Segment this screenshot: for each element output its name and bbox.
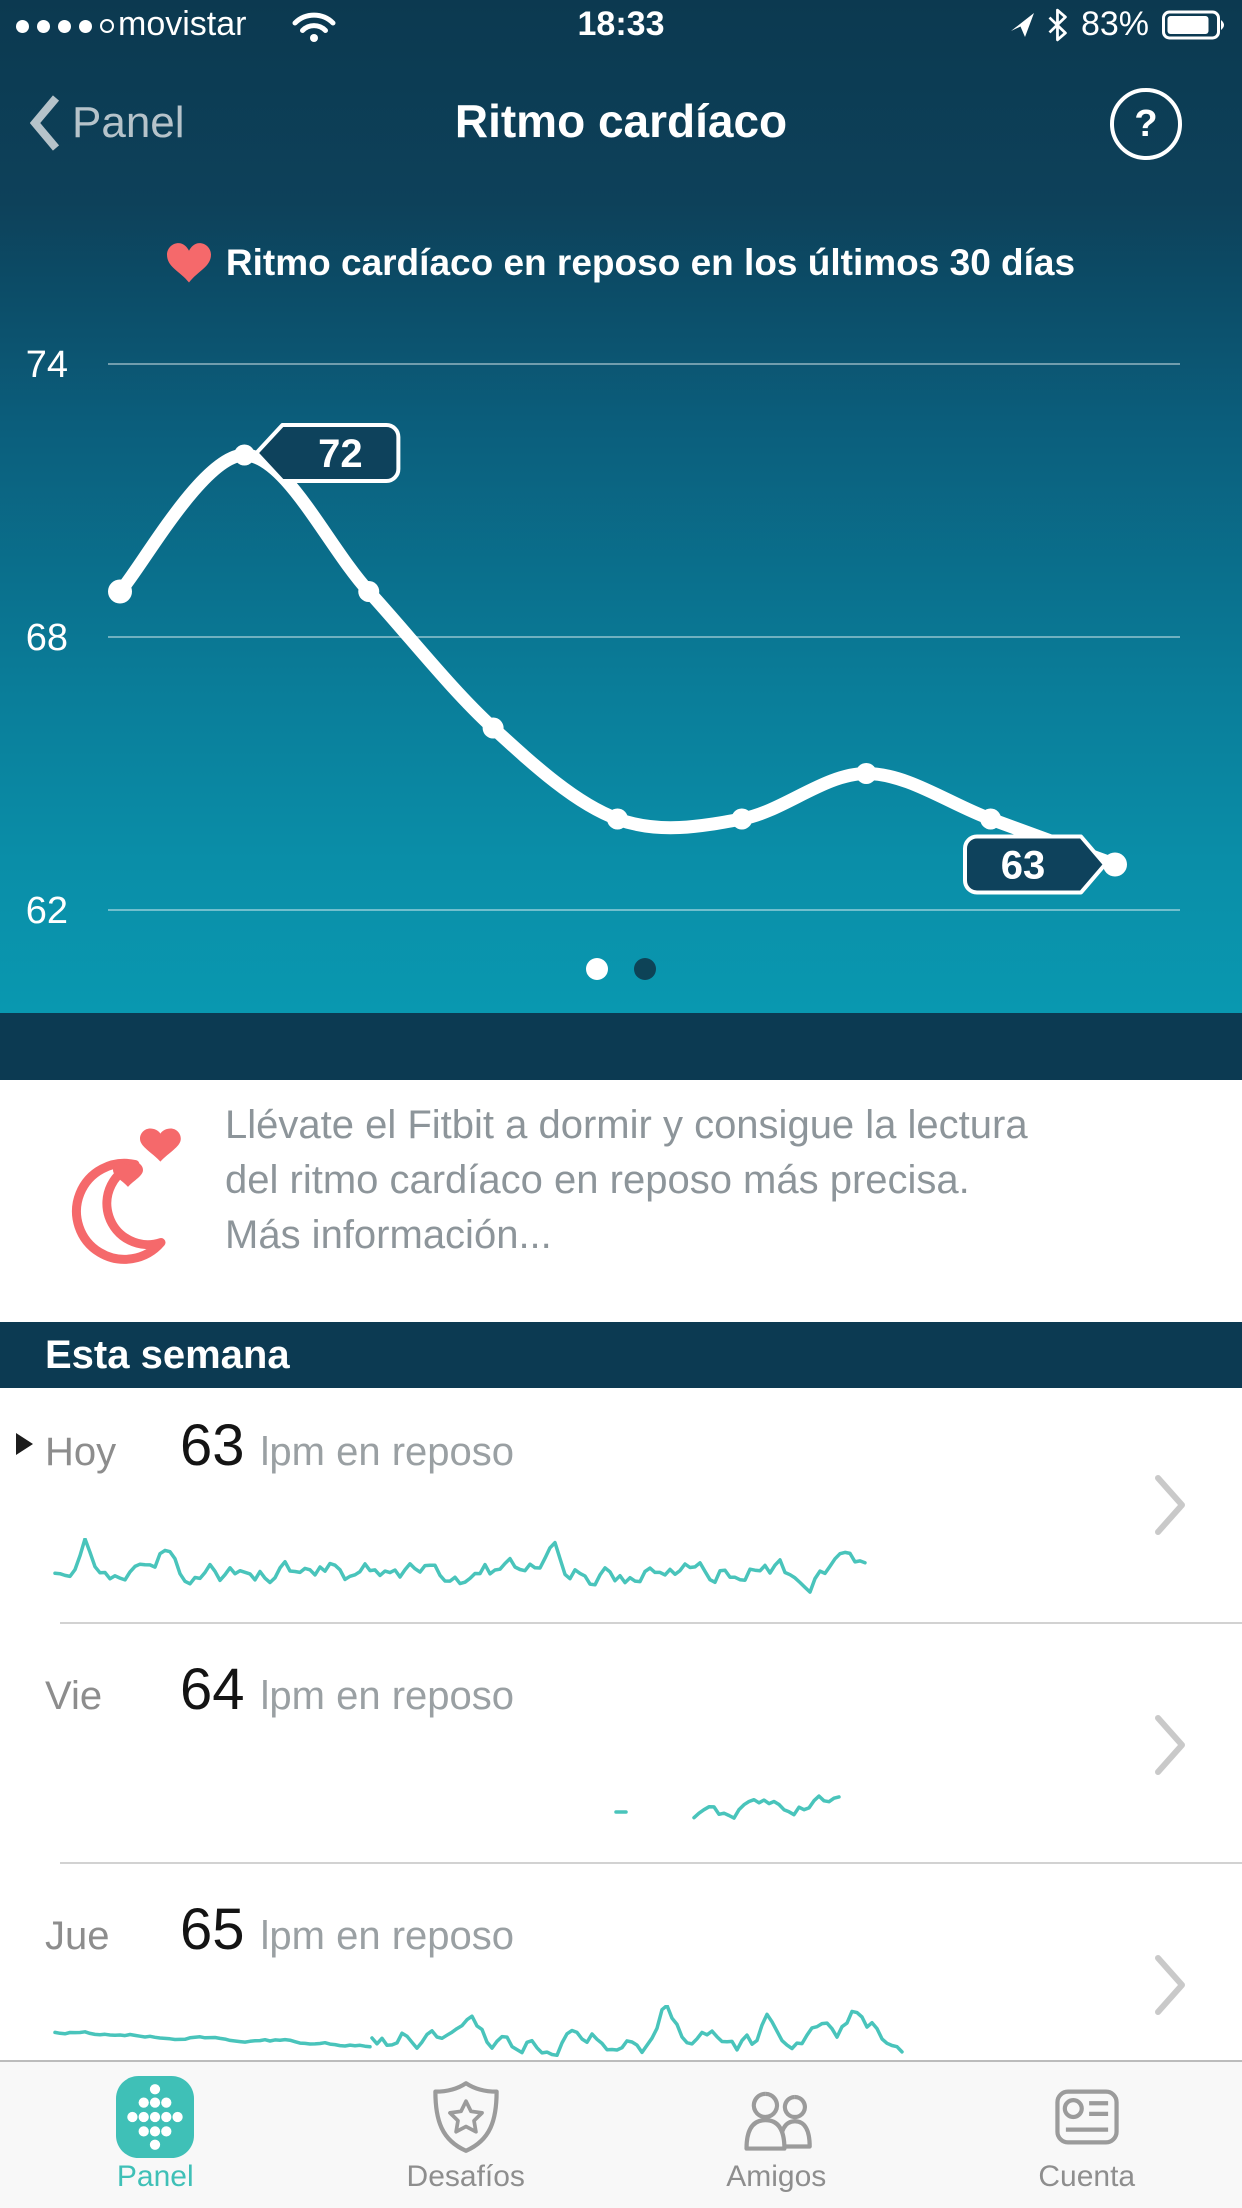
signal-dot xyxy=(79,19,92,33)
tab-label: Panel xyxy=(116,2160,194,2193)
cell-signal-icon xyxy=(16,19,114,33)
wifi-icon xyxy=(292,12,336,42)
account-card-icon xyxy=(932,2074,1242,2160)
svg-text:74: 74 xyxy=(26,344,68,386)
signal-dot xyxy=(37,19,50,33)
tab-label: Desafíos xyxy=(406,2160,525,2193)
info-line-2: del ritmo cardíaco en reposo más precisa… xyxy=(225,1158,970,1202)
back-button[interactable]: Panel xyxy=(30,94,185,152)
battery-icon xyxy=(1162,10,1224,39)
day-row-jue[interactable]: Jue 65 lpm en reposo xyxy=(0,1864,1242,2060)
resting-hr-30day-chart[interactable]: 74 68 62 72 63 xyxy=(0,0,1242,1013)
dashboard-icon xyxy=(0,2074,311,2160)
pagination-dots[interactable] xyxy=(0,958,1242,980)
tab-amigos[interactable]: Amigos xyxy=(621,2062,932,2208)
help-label: ? xyxy=(1134,102,1158,145)
week-rows: Hoy 63 lpm en reposo Vie 64 lpm en repos… xyxy=(0,1388,1242,2060)
unit-label: lpm en reposo xyxy=(260,1674,514,1718)
hr-sparkline xyxy=(53,1538,867,1594)
info-line-1: Llévate el Fitbit a dormir y consigue la… xyxy=(225,1103,1028,1147)
sleep-info-banner: Llévate el Fitbit a dormir y consigue la… xyxy=(0,1080,1242,1322)
heart-rate-hero-panel: 74 68 62 72 63 movistar 18:33 83% xyxy=(0,0,1242,1013)
moon-hearts-icon xyxy=(72,1128,181,1264)
resting-hr-value: 65 xyxy=(180,1897,245,1962)
chevron-right-icon[interactable] xyxy=(1153,1474,1187,1536)
status-bar: movistar 18:33 83% xyxy=(0,0,1242,56)
friends-icon xyxy=(621,2074,932,2160)
hr-sparkline xyxy=(53,2005,904,2058)
svg-text:68: 68 xyxy=(26,617,68,659)
location-icon xyxy=(1010,12,1034,37)
tab-bar: Panel Desafíos Amigos xyxy=(0,2060,1242,2208)
svg-text:72: 72 xyxy=(318,432,363,476)
help-button[interactable]: ? xyxy=(1110,88,1182,160)
day-row-vie[interactable]: Vie 64 lpm en reposo xyxy=(0,1624,1242,1864)
back-chevron-icon xyxy=(30,95,60,151)
unit-label: lpm en reposo xyxy=(260,1430,514,1474)
chart-header: Ritmo cardíaco en reposo en los últimos … xyxy=(0,242,1242,284)
day-label: Jue xyxy=(45,1914,110,1958)
signal-dot xyxy=(58,19,71,33)
back-label: Panel xyxy=(72,98,185,147)
divider-band xyxy=(0,1013,1242,1080)
battery-percent: 83% xyxy=(1080,5,1149,43)
pagination-dot[interactable] xyxy=(634,958,656,980)
tab-desafios[interactable]: Desafíos xyxy=(311,2062,622,2208)
signal-dot xyxy=(100,19,114,33)
tab-panel[interactable]: Panel xyxy=(0,2062,311,2208)
unit-label: lpm en reposo xyxy=(260,1914,514,1958)
tab-cuenta[interactable]: Cuenta xyxy=(932,2062,1242,2208)
tab-label: Cuenta xyxy=(1038,2160,1136,2193)
chart-title: Ritmo cardíaco en reposo en los últimos … xyxy=(225,242,1076,283)
resting-hr-value: 64 xyxy=(180,1657,245,1722)
day-label: Hoy xyxy=(45,1430,117,1474)
today-triangle-icon xyxy=(16,1433,33,1455)
carrier-label: movistar xyxy=(118,5,247,43)
chevron-right-icon[interactable] xyxy=(1153,1714,1187,1776)
heart-icon xyxy=(166,243,211,283)
svg-text:63: 63 xyxy=(1001,844,1046,888)
resting-hr-value: 63 xyxy=(180,1413,245,1478)
challenges-shield-icon xyxy=(311,2074,622,2160)
bluetooth-icon xyxy=(1048,8,1067,41)
svg-text:62: 62 xyxy=(26,890,68,932)
signal-dot xyxy=(16,19,29,33)
hr-sparkline xyxy=(614,1794,841,1820)
pagination-dot[interactable] xyxy=(586,958,608,980)
tab-label: Amigos xyxy=(726,2160,827,2193)
page-title: Ritmo cardíaco xyxy=(454,95,788,147)
day-label: Vie xyxy=(45,1674,103,1718)
week-section-header: Esta semana xyxy=(0,1322,1242,1388)
nav-bar: Panel Ritmo cardíaco ? xyxy=(0,66,1242,186)
more-info-link[interactable]: Más información... xyxy=(225,1213,552,1257)
day-row-hoy[interactable]: Hoy 63 lpm en reposo xyxy=(0,1388,1242,1624)
clock: 18:33 xyxy=(577,5,665,43)
chevron-right-icon[interactable] xyxy=(1153,1954,1187,2016)
